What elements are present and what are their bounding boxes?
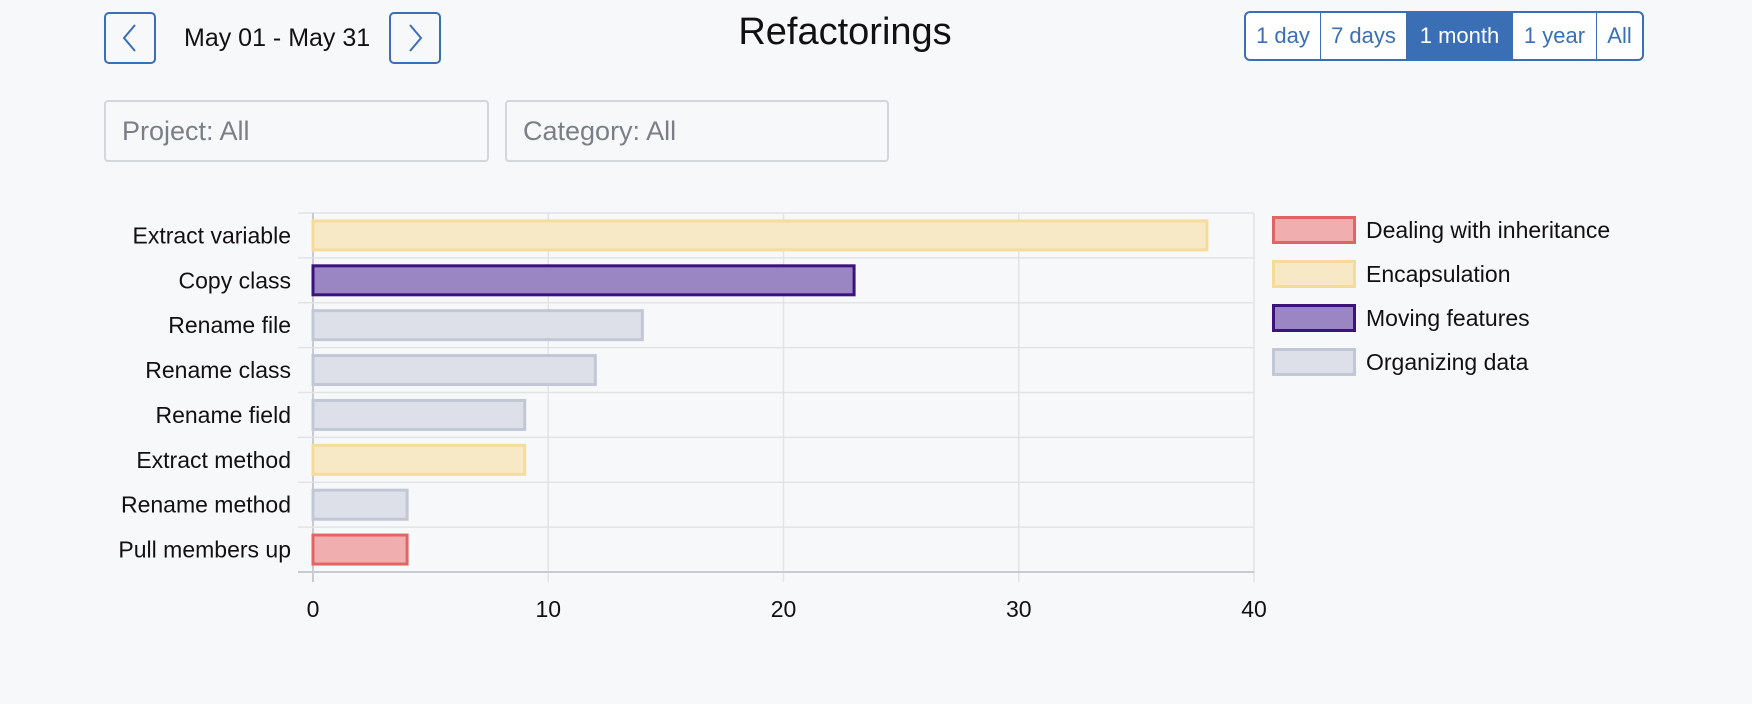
legend-item-organizing-data[interactable]: Organizing data [1272, 340, 1610, 384]
legend-label: Dealing with inheritance [1366, 216, 1611, 243]
category-filter-select[interactable]: Category: All [505, 100, 889, 162]
bar [311, 443, 527, 476]
range-7-days-button[interactable]: 7 days [1320, 13, 1406, 59]
bar [311, 354, 597, 387]
y-tick-label: Extract variable [132, 222, 291, 248]
range-1-year-button[interactable]: 1 year [1512, 13, 1596, 59]
bar [311, 309, 644, 342]
y-tick-label: Rename file [168, 312, 291, 338]
y-tick-label: Rename field [155, 402, 291, 428]
bar [311, 533, 409, 566]
y-tick-label: Pull members up [118, 537, 291, 563]
y-tick-label: Extract method [136, 447, 291, 473]
legend-swatch [1272, 304, 1356, 332]
legend-item-encapsulation[interactable]: Encapsulation [1272, 252, 1610, 296]
x-tick-label: 0 [307, 596, 320, 622]
legend-swatch [1272, 348, 1356, 376]
legend-swatch [1272, 216, 1356, 244]
x-tick-label: 20 [771, 596, 797, 622]
range-1-month-button[interactable]: 1 month [1406, 13, 1512, 59]
legend-label: Moving features [1366, 304, 1530, 331]
date-range-label: May 01 - May 31 [184, 24, 371, 52]
prev-period-button[interactable] [104, 12, 156, 64]
legend-item-moving-features[interactable]: Moving features [1272, 296, 1610, 340]
x-tick-label: 10 [535, 596, 561, 622]
time-range-selector: 1 day 7 days 1 month 1 year All [1244, 11, 1644, 61]
chevron-right-icon [409, 24, 423, 52]
legend-label: Encapsulation [1366, 260, 1511, 287]
legend-label: Organizing data [1366, 348, 1529, 375]
bar [311, 398, 527, 431]
y-tick-label: Rename method [121, 492, 291, 518]
range-all-button[interactable]: All [1596, 13, 1642, 59]
y-tick-label: Rename class [145, 357, 291, 383]
y-tick-label: Copy class [179, 267, 291, 293]
chart-legend: Dealing with inheritance Encapsulation M… [1272, 208, 1610, 384]
bar [311, 264, 856, 297]
x-tick-label: 40 [1241, 596, 1267, 622]
next-period-button[interactable] [389, 12, 441, 64]
project-filter-select[interactable]: Project: All [104, 100, 489, 162]
bar [311, 219, 1209, 252]
page-title: Refactorings [738, 11, 952, 53]
x-tick-label: 30 [1006, 596, 1032, 622]
legend-swatch [1272, 260, 1356, 288]
chevron-left-icon [122, 24, 136, 52]
legend-item-dealing-with-inheritance[interactable]: Dealing with inheritance [1272, 208, 1610, 252]
bar [311, 488, 409, 521]
range-1-day-button[interactable]: 1 day [1256, 23, 1310, 48]
